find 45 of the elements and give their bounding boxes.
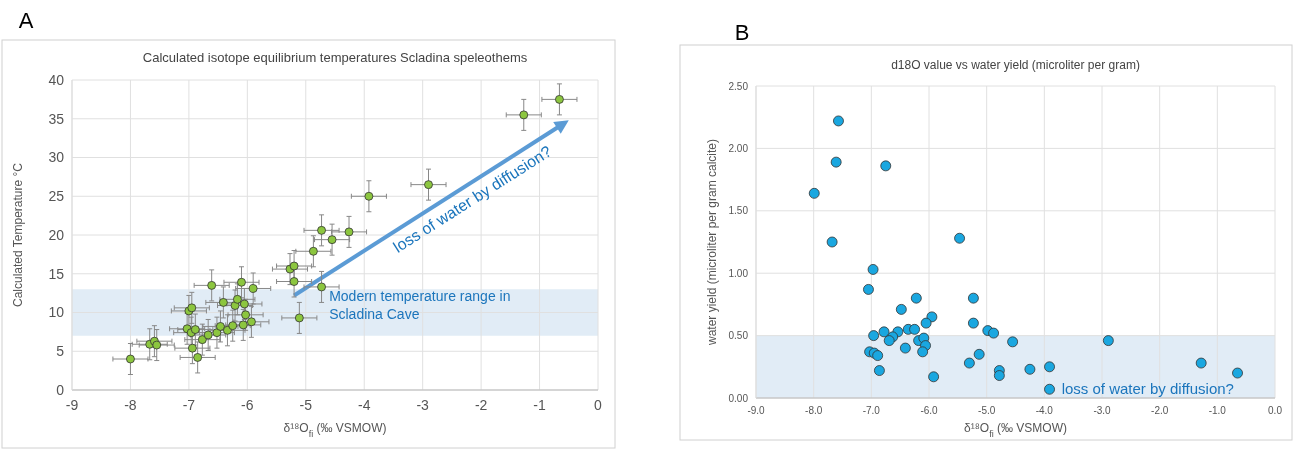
chart-title: d18O value vs water yield (microliter per gram) [891,58,1140,72]
y-tick-label: 15 [48,265,65,282]
x-tick-label: -5 [299,397,313,413]
x-tick-label: -8.0 [805,405,823,416]
x-tick-label: -7.0 [862,405,881,416]
x-axis-title: δ¹⁸O$_{fi}$ (‰ VSMOW) [283,421,387,439]
y-tick-label: 10 [48,304,65,321]
chart-title: Calculated isotope equilibrium temperatures Scladina speleothems [142,50,528,65]
x-tick-label: -9.0 [747,405,766,416]
x-tick-label: -1.0 [1208,405,1227,416]
y-tick-label: 20 [48,226,65,243]
y-tick-label: 1.00 [728,267,749,279]
y-tick-label: 0.50 [728,330,749,342]
x-tick-label: -5.0 [978,405,996,416]
text: A [18,8,34,33]
x-tick-label: -2.0 [1151,405,1169,416]
x-tick-label: -8 [124,397,137,413]
y-tick-label: 30 [48,149,65,166]
x-axis-title: δ¹⁸O$_{fi}$ (‰ VSMOW) [964,421,1067,439]
x-tick-label: -2 [474,397,488,413]
y-tick-label: 35 [48,110,65,127]
band-label: Modern temperature range in Scladina Cave [329,287,511,322]
x-tick-label: 0 [594,397,603,413]
x-tick-label: -4.0 [1035,405,1054,416]
y-tick-label: 0 [56,381,65,398]
x-tick-label: -3.0 [1093,405,1112,416]
x-tick-label: -7 [182,397,196,413]
y-tick-label: 40 [48,71,65,88]
annotation: loss of water by diffusion? [1061,380,1234,398]
x-tick-label: -6.0 [920,405,939,416]
x-tick-label: -1 [533,397,546,413]
y-tick-label: 1.50 [728,205,749,217]
x-tick-label: -6 [241,397,254,413]
x-tick-label: -9 [65,397,79,413]
text: B [734,20,750,45]
y-tick-label: 0.00 [728,392,749,404]
y-tick-label: 2.50 [728,80,749,92]
x-tick-label: -4 [358,397,371,413]
y-axis-title: water yield (microliter per gram calcite) [705,138,719,347]
y-axis-title: Calculated Temperature °C [11,162,25,307]
y-tick-label: 25 [48,188,65,205]
y-tick-label: 5 [56,343,65,360]
y-tick-label: 2.00 [728,142,749,154]
x-tick-label: -3 [416,397,430,413]
x-tick-label: 0.0 [1268,405,1283,416]
